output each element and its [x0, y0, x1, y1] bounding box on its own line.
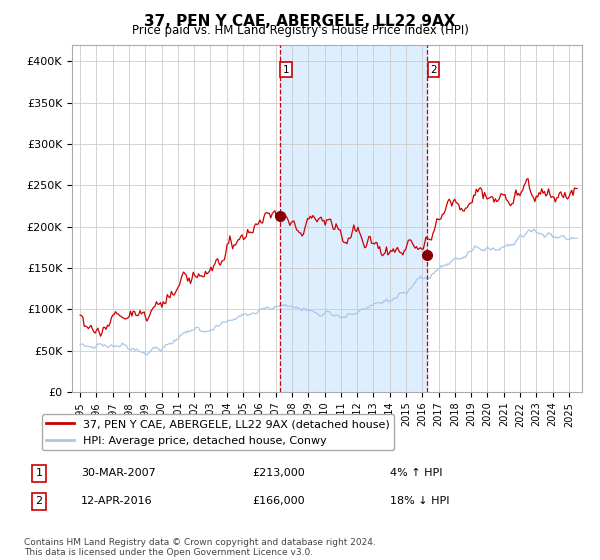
- Bar: [280, 45, 427, 392]
- Text: £213,000: £213,000: [252, 468, 305, 478]
- Text: 12-APR-2016: 12-APR-2016: [81, 496, 152, 506]
- Text: 2: 2: [35, 496, 43, 506]
- Text: £166,000: £166,000: [252, 496, 305, 506]
- Text: Price paid vs. HM Land Registry's House Price Index (HPI): Price paid vs. HM Land Registry's House …: [131, 24, 469, 37]
- Text: 30-MAR-2007: 30-MAR-2007: [81, 468, 156, 478]
- Text: Contains HM Land Registry data © Crown copyright and database right 2024.
This d: Contains HM Land Registry data © Crown c…: [24, 538, 376, 557]
- Legend: 37, PEN Y CAE, ABERGELE, LL22 9AX (detached house), HPI: Average price, detached: 37, PEN Y CAE, ABERGELE, LL22 9AX (detac…: [41, 414, 394, 450]
- Text: 2: 2: [430, 64, 437, 74]
- Text: 1: 1: [35, 468, 43, 478]
- Text: 18% ↓ HPI: 18% ↓ HPI: [390, 496, 449, 506]
- Text: 1: 1: [283, 64, 290, 74]
- Text: 37, PEN Y CAE, ABERGELE, LL22 9AX: 37, PEN Y CAE, ABERGELE, LL22 9AX: [144, 14, 456, 29]
- Text: 4% ↑ HPI: 4% ↑ HPI: [390, 468, 443, 478]
